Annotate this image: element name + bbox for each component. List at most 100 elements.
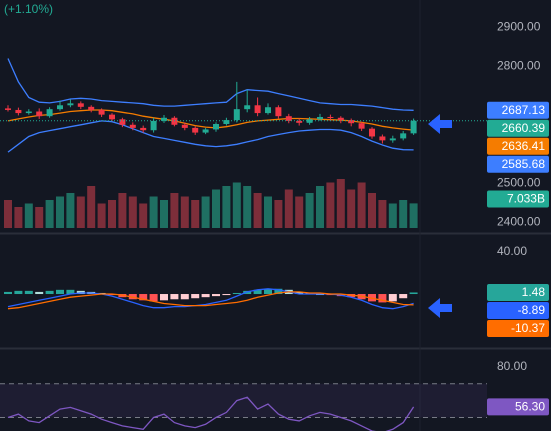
- histogram-bar: [388, 294, 397, 302]
- histogram-bar: [253, 289, 262, 295]
- volume-bar: [56, 196, 64, 228]
- histogram-bar: [139, 294, 148, 301]
- value-badge: [487, 398, 549, 416]
- histogram-bar: [56, 289, 64, 295]
- candle-body: [285, 116, 292, 121]
- candle-body: [223, 120, 230, 124]
- candle-body: [358, 123, 365, 129]
- candle-body: [36, 111, 43, 117]
- candle-body: [77, 103, 84, 107]
- histogram-bar: [180, 294, 189, 300]
- candle-body: [15, 109, 22, 114]
- volume-bar: [368, 193, 376, 228]
- candle-body: [265, 107, 271, 114]
- y-tick-label: 2800.00: [497, 58, 541, 72]
- candle-body: [46, 109, 53, 117]
- candle-body: [379, 136, 386, 141]
- volume-bar: [326, 182, 335, 228]
- rsi-line: [7, 396, 415, 431]
- candle-body: [119, 119, 126, 125]
- bollinger-lower: [7, 120, 414, 153]
- candle-body: [233, 109, 240, 121]
- candle-body: [202, 129, 209, 133]
- value-badge: [487, 101, 549, 119]
- candle-body: [254, 105, 261, 114]
- value-badge: [487, 119, 549, 137]
- histogram-bar: [378, 294, 387, 303]
- volume-bar: [336, 179, 345, 228]
- y-tick-label: 40.00: [497, 244, 527, 258]
- volume-bar: [305, 193, 314, 228]
- histogram-bar: [170, 294, 179, 300]
- value-badge: [487, 155, 549, 173]
- volume-bar: [128, 196, 137, 228]
- volume-bar: [357, 182, 366, 228]
- histogram-bar: [4, 291, 12, 295]
- change-label: (+1.10%): [4, 2, 53, 16]
- histogram-bar: [66, 289, 75, 295]
- histogram-bar: [14, 290, 23, 295]
- candle-body: [57, 105, 63, 110]
- histogram-bar: [201, 294, 210, 298]
- volume-bar: [253, 193, 262, 228]
- macd-line: [7, 288, 414, 310]
- histogram-bar: [409, 292, 418, 295]
- volume-bar: [45, 200, 54, 228]
- value-badge: [487, 283, 549, 301]
- candle-body: [327, 116, 334, 118]
- volume-bar: [274, 200, 283, 228]
- candle-body: [171, 117, 178, 125]
- histogram-bar: [232, 292, 241, 295]
- volume-bar: [222, 186, 231, 228]
- candle-body: [181, 124, 188, 128]
- histogram-bar: [160, 294, 168, 301]
- candle-body: [5, 108, 11, 110]
- value-badge-label: 2585.68: [502, 157, 546, 171]
- candle-body: [67, 103, 74, 106]
- y-tick-label: 2900.00: [497, 19, 541, 33]
- y-tick-label: 80.00: [497, 359, 527, 373]
- y-tick-label: 2400.00: [497, 214, 541, 228]
- candle-body: [244, 105, 251, 110]
- candle-body: [150, 120, 157, 131]
- volume-bar: [284, 189, 293, 228]
- volume-bar: [24, 203, 33, 228]
- signal-line: [7, 291, 414, 310]
- value-badge-label: 2636.41: [502, 139, 546, 153]
- candle-body: [25, 111, 32, 114]
- candle-body: [140, 127, 147, 131]
- value-badge-label: 56.30: [515, 400, 545, 414]
- band-fill: [0, 383, 487, 418]
- histogram-bar: [45, 290, 54, 295]
- candle-body: [275, 107, 282, 117]
- candle-body: [410, 120, 417, 134]
- volume-bar: [243, 186, 252, 228]
- histogram-bar: [35, 291, 44, 295]
- histogram-bar: [24, 290, 33, 295]
- price-scale: 2400.00 2500.00 2800.00 2900.00 2687.13 2660.…: [487, 19, 549, 416]
- candle-body: [337, 117, 344, 121]
- volume-bar: [66, 193, 75, 228]
- volume-bar: [160, 200, 168, 228]
- value-badge: [487, 319, 549, 337]
- value-badge-label: -8.89: [518, 303, 546, 317]
- volume-bar: [97, 203, 106, 228]
- candle-body: [213, 123, 219, 130]
- macd-panel: [4, 288, 418, 310]
- value-badge-label: -10.37: [511, 321, 545, 335]
- value-badge-label: 1.48: [522, 285, 546, 299]
- candle-body: [129, 124, 136, 128]
- candle-body: [369, 128, 375, 137]
- value-badge: [487, 190, 549, 208]
- rsi-panel: [0, 383, 487, 431]
- candle-body: [98, 109, 105, 115]
- histogram-bar: [149, 294, 158, 302]
- candle-body: [348, 120, 355, 124]
- volume-bar: [264, 196, 272, 228]
- arrow: [428, 114, 452, 134]
- volume-bar: [170, 193, 179, 228]
- candle-body: [161, 117, 167, 121]
- candle-body: [389, 138, 396, 141]
